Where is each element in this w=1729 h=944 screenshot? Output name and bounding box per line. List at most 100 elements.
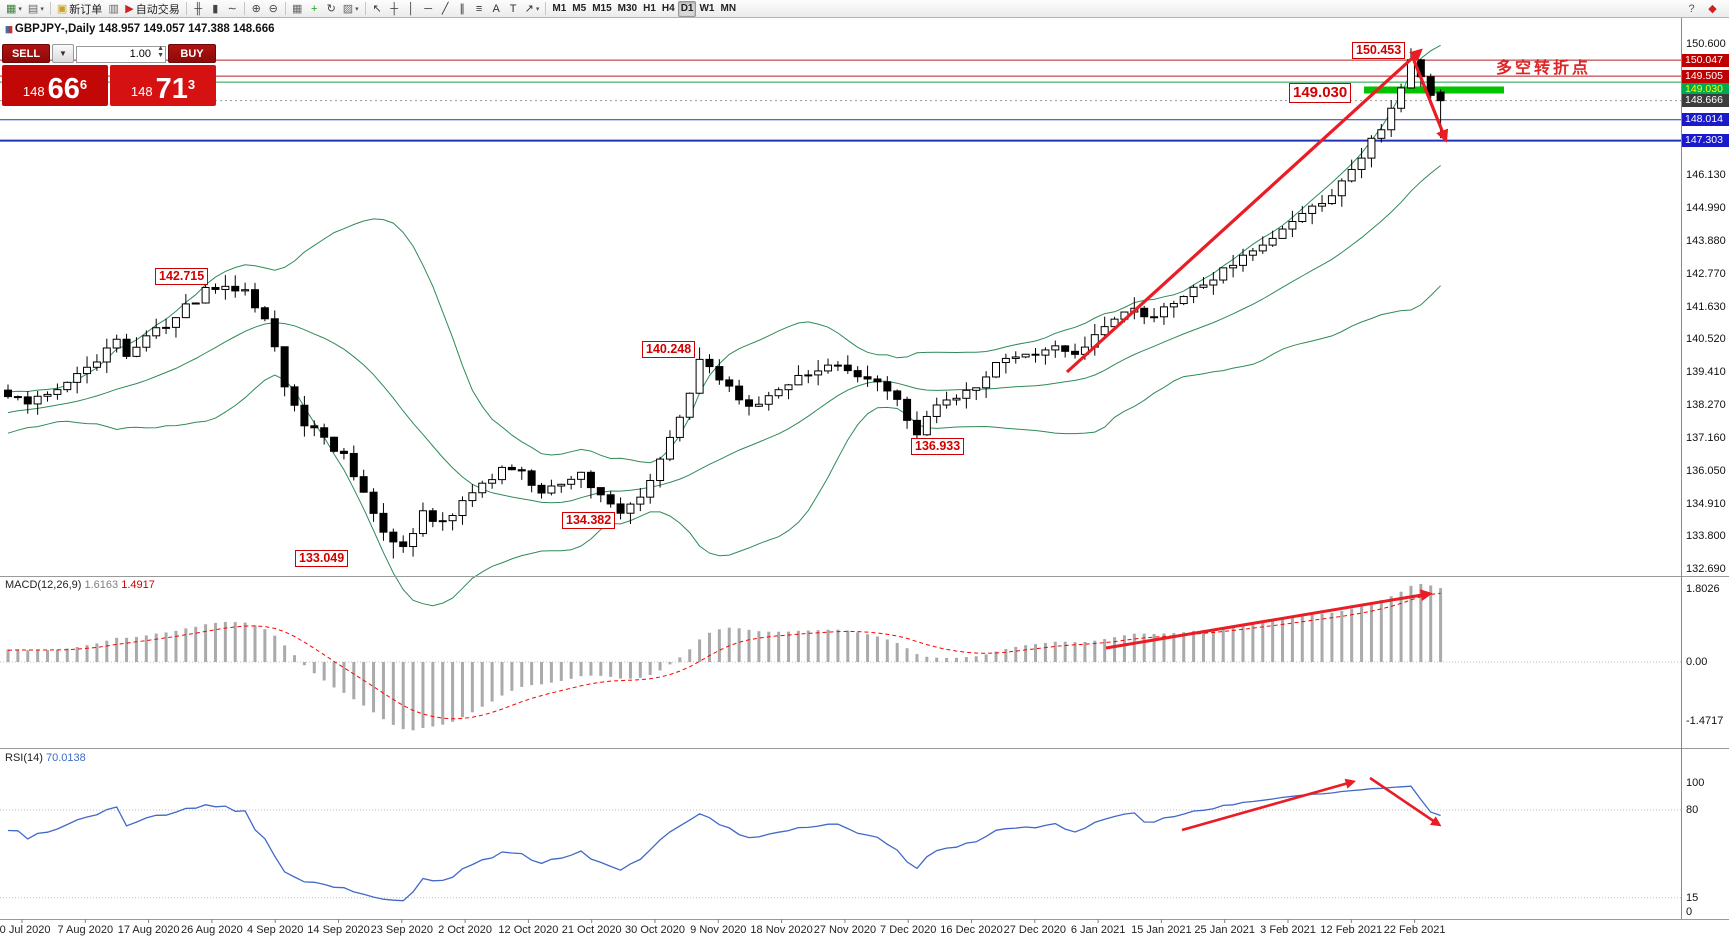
volume-up-stepper[interactable]: ▲ [157,45,164,52]
chart-window-icon: ▥ [108,2,119,15]
buy-button[interactable]: BUY [168,44,216,63]
app-badge-icon: ◆ [1708,2,1717,15]
bar-chart-type-button[interactable]: ╫ [190,1,207,17]
macd-histogram [6,584,1443,731]
price-annotation[interactable]: 150.453 [1352,42,1406,59]
price-annotation[interactable]: 149.030 [1289,83,1352,103]
trend-arrows[interactable] [1065,48,1449,832]
sell-button[interactable]: SELL [2,44,50,63]
text-tool-icon: A [492,2,500,15]
date-axis-label: 12 Feb 2021 [1320,924,1383,936]
macd-signal-line [7,592,1441,720]
toolbar-button-label: H1 [643,3,656,14]
toolbar-button-label: 新订单 [69,3,103,16]
turning-point-note[interactable]: 多空转折点 [1496,60,1592,77]
price-annotation[interactable]: 133.049 [295,550,349,567]
timeframe-w1-button[interactable]: W1 [696,1,717,17]
text-tool-button[interactable]: A [488,1,505,17]
timeframe-h1-button[interactable]: H1 [640,1,659,17]
date-axis-label: 30 Jul 2020 [0,924,51,936]
price-annotation[interactable]: 136.933 [911,438,965,455]
timeframe-h4-button[interactable]: H4 [659,1,678,17]
label-tool-icon: T [509,2,517,15]
label-tool-button[interactable]: T [505,1,522,17]
toolbar-button-label: M15 [592,3,612,14]
horizontal-level-lines[interactable] [0,59,1681,142]
toolbar-button-label: M30 [617,3,638,14]
arrows-tool-button[interactable]: ↗ ▾ [522,1,543,17]
horizontal-line-tool-button[interactable]: ─ [420,1,437,17]
help-button[interactable]: ? [1683,1,1700,17]
macd-name: MACD(12,26,9) [5,579,82,591]
new-chart-button[interactable]: ▦ ▾ [3,1,25,17]
date-axis-label: 16 Dec 2020 [940,924,1003,936]
buy-price-display[interactable]: 148 71 3 [110,65,216,106]
order-options-dropdown[interactable]: ▼ [52,44,74,63]
price-axis-label: 141.630 [1686,300,1726,313]
price-axis-label: 150.600 [1686,37,1726,50]
chart-canvas[interactable] [0,18,1729,944]
price-axis-label: 146.130 [1686,169,1726,181]
price-axis-label: 132.690 [1686,563,1726,575]
macd-value: 1.6163 [84,579,119,591]
toolbar-separator [545,2,547,15]
date-axis-label: 25 Jan 2021 [1194,924,1255,936]
app-badge-button[interactable]: ◆ [1704,1,1721,17]
sell-price-display[interactable]: 148 66 6 [2,65,108,106]
date-axis-label: 26 Aug 2020 [180,924,243,936]
new-chart-icon: ▦ [6,2,17,15]
volume-down-stepper[interactable]: ▼ [157,52,164,59]
indicators-button[interactable]: + [306,1,323,17]
tile-windows-button[interactable]: ▦ [289,1,306,17]
timeframe-d1-button[interactable]: D1 [677,0,697,17]
auto-trading-button[interactable]: ▶ 自动交易 [122,1,182,17]
macd-indicator-label: MACD(12,26,9) 1.6163 1.4917 [5,579,155,591]
toolbar-separator [49,2,51,15]
toolbar-button-label: H4 [661,3,675,14]
trendline-tool-button[interactable]: ╱ [437,1,454,17]
refresh-button[interactable]: ↻ [323,1,340,17]
rsi-indicator-label: RSI(14) 70.0138 [5,752,86,764]
price-axis-label: 139.410 [1686,366,1726,378]
price-annotation[interactable]: 140.248 [642,341,696,358]
price-annotation[interactable]: 142.715 [155,268,209,285]
price-axis-label: 137.160 [1686,431,1726,444]
rsi-axis-label: 15 [1686,891,1699,904]
new-order-button[interactable]: ▣ 新订单 [54,1,105,17]
zoom-out-button[interactable]: ⊖ [265,1,282,17]
timeframe-m1-button[interactable]: M1 [549,1,569,17]
date-axis-label: 21 Oct 2020 [561,924,622,936]
macd-axis-label: -1.4717 [1686,715,1724,728]
rsi-value: 70.0138 [45,752,86,764]
dropdown-arrow-icon: ▾ [40,5,44,13]
profiles-icon: ▤ [27,2,39,15]
price-level-badge: 150.047 [1682,53,1729,67]
date-axis-label: 27 Dec 2020 [1003,924,1066,936]
timeframe-mn-button[interactable]: MN [717,1,739,17]
zoom-in-button[interactable]: ⊕ [248,1,265,17]
profiles-button[interactable]: ▤ ▾ [25,1,47,17]
price-annotation[interactable]: 134.382 [562,512,616,529]
date-axis-label: 9 Nov 2020 [690,924,747,936]
cursor-tool-button[interactable]: ↖ [369,1,386,17]
toolbar-button-label: M1 [552,3,567,14]
date-axis-label: 22 Feb 2021 [1383,924,1446,936]
timeframe-m5-button[interactable]: M5 [569,1,589,17]
chart-window-button[interactable]: ▥ [105,1,122,17]
auto-trading-icon: ▶ [125,2,134,15]
fibonacci-tool-button[interactable]: ≡ [471,1,488,17]
volume-input[interactable] [75,45,166,63]
channel-tool-button[interactable]: ∥ [454,1,471,17]
indicators-icon: + [311,2,318,15]
new-order-icon: ▣ [56,2,68,15]
candlestick-type-button[interactable]: ▮ [207,1,224,17]
vertical-line-tool-button[interactable]: │ [403,1,420,17]
crosshair-tool-button[interactable]: ┼ [386,1,403,17]
line-chart-type-button[interactable]: ∼ [224,1,241,17]
timeframe-m30-button[interactable]: M30 [615,1,640,17]
price-level-badge: 148.014 [1682,113,1729,127]
arrows-tool-icon: ↗ [524,2,534,15]
timeframe-m15-button[interactable]: M15 [589,1,614,17]
date-axis-label: 30 Oct 2020 [625,924,685,936]
templates-button[interactable]: ▨ ▾ [340,1,362,17]
